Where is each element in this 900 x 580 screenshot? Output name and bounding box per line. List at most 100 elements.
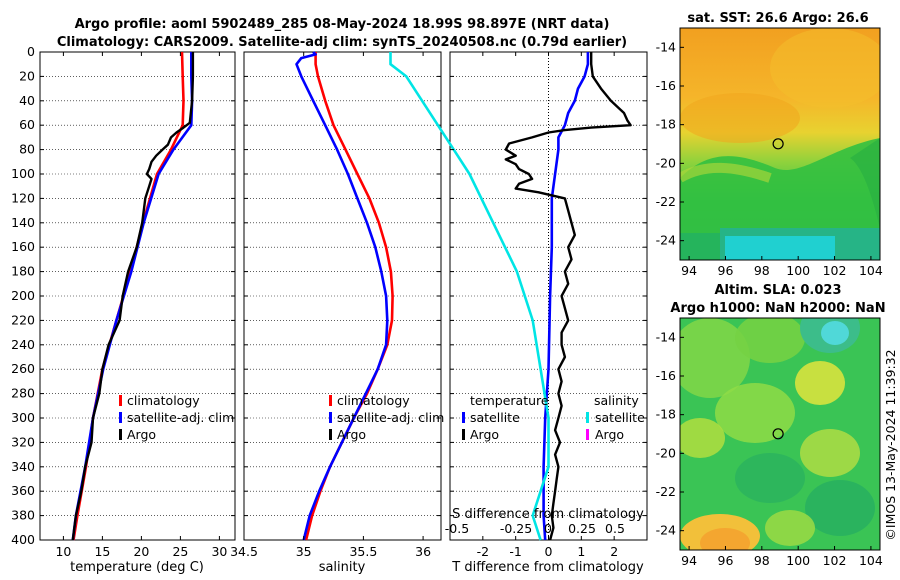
x-tick-label: 20	[133, 544, 149, 559]
legend-swatch-argo	[119, 429, 122, 440]
legend-swatch-argo	[329, 429, 332, 440]
map-x-tick-label: 98	[754, 553, 770, 568]
y-tick-label: 140	[11, 215, 35, 230]
map-y-tick-label: -24	[656, 523, 676, 538]
legend-label-s-satellite: satellite	[595, 410, 645, 425]
map-x-tick-label: 102	[823, 263, 847, 278]
footer-timestamp: ©IMOS 13-May-2024 11:39:32	[883, 349, 898, 540]
sla-map: Altim. SLA: 0.023 Argo h1000: NaN h2000:…	[656, 283, 886, 568]
legend-swatch-t-satellite	[462, 412, 465, 423]
salinity-xticks: 34.5 35 35.5 36	[230, 51, 441, 559]
series-line-s-satellite	[389, 52, 550, 541]
legend-swatch-climatology	[329, 395, 332, 406]
salinity-xlabel: salinity	[319, 560, 366, 575]
sla-map-title: Altim. SLA: 0.023	[715, 283, 842, 298]
y-tick-label: 340	[11, 459, 35, 474]
sst-map-ticks: 94 96 98 100 102 104 -14 -16 -18 -20 -22 -24	[656, 39, 883, 278]
map-y-tick-label: -16	[656, 78, 676, 93]
s-tick: -0.25	[500, 521, 532, 536]
legend-label-satellite: satellite-adj. clim	[127, 410, 234, 425]
map-x-tick-label: 94	[681, 553, 697, 568]
legend-label-climatology: climatology	[337, 393, 410, 408]
map-x-tick-label: 94	[681, 263, 697, 278]
series-line-argo	[71, 52, 195, 541]
series-line-t-satellite	[542, 52, 590, 541]
argo-location-marker	[772, 428, 784, 440]
legend-heading-salinity: salinity	[594, 393, 639, 408]
salinity-legend: climatology satellite-adj. clim Argo	[329, 393, 444, 442]
sla-map-ticks: 94 96 98 100 102 104 -14 -16 -18 -20 -22 -24	[656, 329, 883, 568]
y-tick-label: 160	[11, 239, 35, 254]
y-tick-label: 360	[11, 483, 35, 498]
legend-swatch-s-satellite	[586, 412, 589, 423]
map-x-tick-label: 96	[718, 553, 734, 568]
temperature-lines	[71, 51, 195, 541]
difference-xticks: -2 -1 0 1 2	[450, 51, 647, 559]
legend-heading-temperature: temperature	[470, 393, 549, 408]
temperature-xlabel: temperature (deg C)	[70, 560, 204, 575]
salinity-difference-label: S difference from climatology	[452, 507, 644, 522]
x-tick-label: 25	[172, 544, 188, 559]
legend-swatch-climatology	[119, 395, 122, 406]
legend-label-t-satellite: satellite	[470, 410, 520, 425]
y-tick-label: 220	[11, 312, 35, 327]
series-line-t-argo	[504, 52, 632, 541]
y-tick-label: 40	[19, 93, 35, 108]
x-tick-label: 15	[94, 544, 110, 559]
s-tick: 0.25	[568, 521, 596, 536]
temperature-legend: climatology satellite-adj. clim Argo	[119, 393, 234, 442]
x-tick-label: 1	[577, 544, 585, 559]
map-y-tick-label: -16	[656, 368, 676, 383]
legend-swatch-satellite	[329, 412, 332, 423]
y-tick-label: 260	[11, 361, 35, 376]
x-tick-label: 2	[610, 544, 618, 559]
argo-location-marker	[772, 138, 784, 150]
map-x-tick-label: 104	[859, 553, 883, 568]
legend-swatch-satellite	[119, 412, 122, 423]
legend-swatch-s-argo	[586, 429, 589, 440]
map-y-tick-label: -20	[656, 445, 676, 460]
sst-map-title: sat. SST: 26.6 Argo: 26.6	[687, 11, 868, 26]
salinity-lines	[295, 51, 394, 541]
sst-map-image	[680, 28, 880, 260]
legend-label-t-argo: Argo	[470, 427, 499, 442]
sla-map-subtitle: Argo h1000: NaN h2000: NaN	[670, 301, 885, 316]
y-tick-label: 20	[19, 68, 35, 83]
s-tick: 0.5	[605, 521, 625, 536]
sst-map-frame	[679, 27, 881, 261]
map-x-tick-label: 104	[859, 263, 883, 278]
map-y-tick-label: -18	[656, 117, 676, 132]
legend-label-climatology: climatology	[127, 393, 200, 408]
y-tick-label: 80	[19, 142, 35, 157]
x-tick-label: -1	[509, 544, 521, 559]
map-x-tick-label: 100	[786, 263, 810, 278]
chart-title-line1: Argo profile: aoml 5902489_285 08-May-20…	[75, 17, 610, 32]
x-tick-label: 10	[55, 544, 71, 559]
x-tick-label: 34.5	[230, 544, 258, 559]
y-tick-label: 240	[11, 337, 35, 352]
map-y-tick-label: -14	[656, 39, 676, 54]
y-tick-label: 280	[11, 386, 35, 401]
y-tick-label: 60	[19, 117, 35, 132]
map-y-tick-label: -24	[656, 233, 676, 248]
s-tick: -0.5	[445, 521, 469, 536]
legend-swatch-t-argo	[462, 429, 465, 440]
y-tick-label: 300	[11, 410, 35, 425]
y-tick-label: 180	[11, 264, 35, 279]
sst-map: sat. SST: 26.6 Argo: 26.6 94 96 98 100 102 10…	[656, 11, 883, 278]
x-tick-label: 36	[415, 544, 431, 559]
y-tick-label: 380	[11, 508, 35, 523]
legend-label-argo: Argo	[127, 427, 156, 442]
x-tick-label: -2	[477, 544, 489, 559]
map-x-tick-label: 98	[754, 263, 770, 278]
difference-panel: -2 -1 0 1 2 T difference from climatology S …	[389, 51, 648, 575]
difference-xlabel: T difference from climatology	[451, 560, 644, 575]
chart-title-line2: Climatology: CARS2009. Satellite-adj cli…	[57, 35, 627, 50]
sla-map-frame	[679, 317, 881, 551]
difference-legend: temperature satellite Argo salinity sate…	[462, 393, 645, 442]
salinity-axes	[243, 51, 442, 541]
map-x-tick-label: 96	[718, 263, 734, 278]
map-y-tick-label: -20	[656, 155, 676, 170]
legend-label-satellite: satellite-adj. clim	[337, 410, 444, 425]
